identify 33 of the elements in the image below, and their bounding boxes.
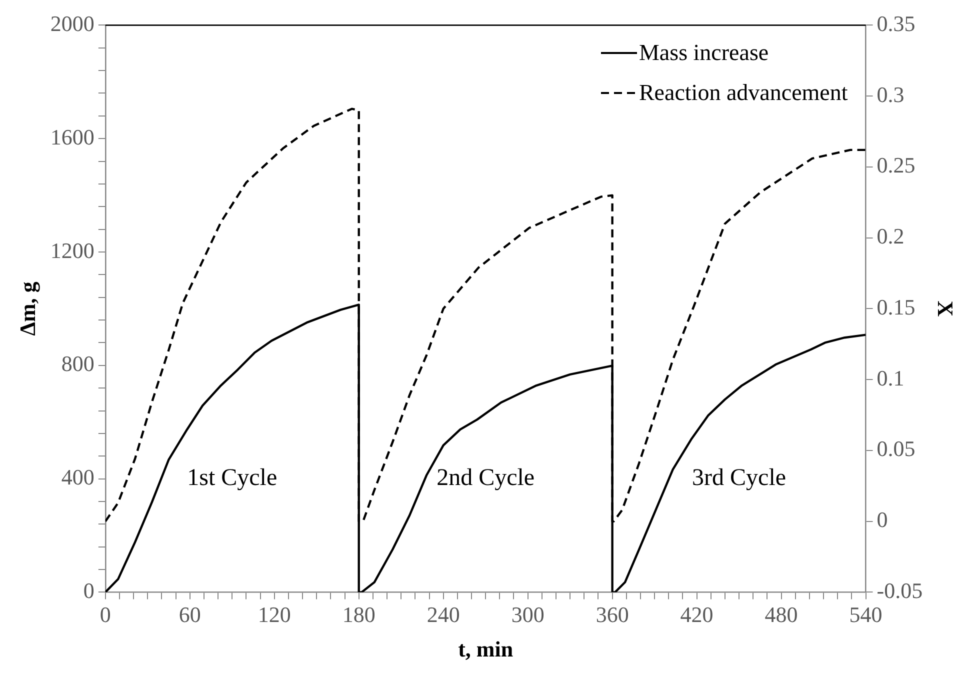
y-axis-title: Δm, g <box>14 282 40 336</box>
y2-tick-label: 0.2 <box>876 224 904 249</box>
x-tick-label: 180 <box>342 602 376 628</box>
y2-tick-label: 0.25 <box>876 152 916 178</box>
x-tick-label: 300 <box>511 602 544 628</box>
y2-tick-label: 0 <box>876 507 888 532</box>
y-tick-label: 800 <box>61 351 94 376</box>
annotation: 3rd Cycle <box>692 465 786 492</box>
x-tick-label: 0 <box>100 602 111 628</box>
y2-tick-label: 0.35 <box>876 10 916 36</box>
x-axis-title: t, min <box>458 636 514 662</box>
legend-label: Reaction advancement <box>638 79 848 108</box>
y2-tick-label: -0.05 <box>876 578 923 603</box>
y-tick-label: 1200 <box>50 238 94 263</box>
x-tick-label: 120 <box>258 602 291 628</box>
y-tick-label: 2000 <box>50 10 94 36</box>
y2-tick-label: 0.05 <box>876 436 916 462</box>
annotation: 2nd Cycle <box>436 465 535 492</box>
x-tick-label: 60 <box>178 602 201 628</box>
annotation: 1st Cycle <box>187 465 278 492</box>
y-tick-label: 400 <box>61 464 94 490</box>
y-tick-label: 0 <box>83 578 94 603</box>
x-tick-label: 540 <box>849 602 882 628</box>
x-tick-label: 360 <box>596 602 629 628</box>
x-tick-label: 240 <box>426 602 460 628</box>
y2-axis-title: X <box>933 300 958 317</box>
y2-tick-label: 0.15 <box>876 294 916 320</box>
legend-label: Mass increase <box>638 39 769 68</box>
x-tick-label: 480 <box>764 602 798 628</box>
x-tick-label: 420 <box>680 602 714 628</box>
y-tick-label: 1600 <box>50 124 94 150</box>
y2-tick-label: 0.3 <box>876 82 904 107</box>
y2-tick-label: 0.1 <box>876 365 904 390</box>
